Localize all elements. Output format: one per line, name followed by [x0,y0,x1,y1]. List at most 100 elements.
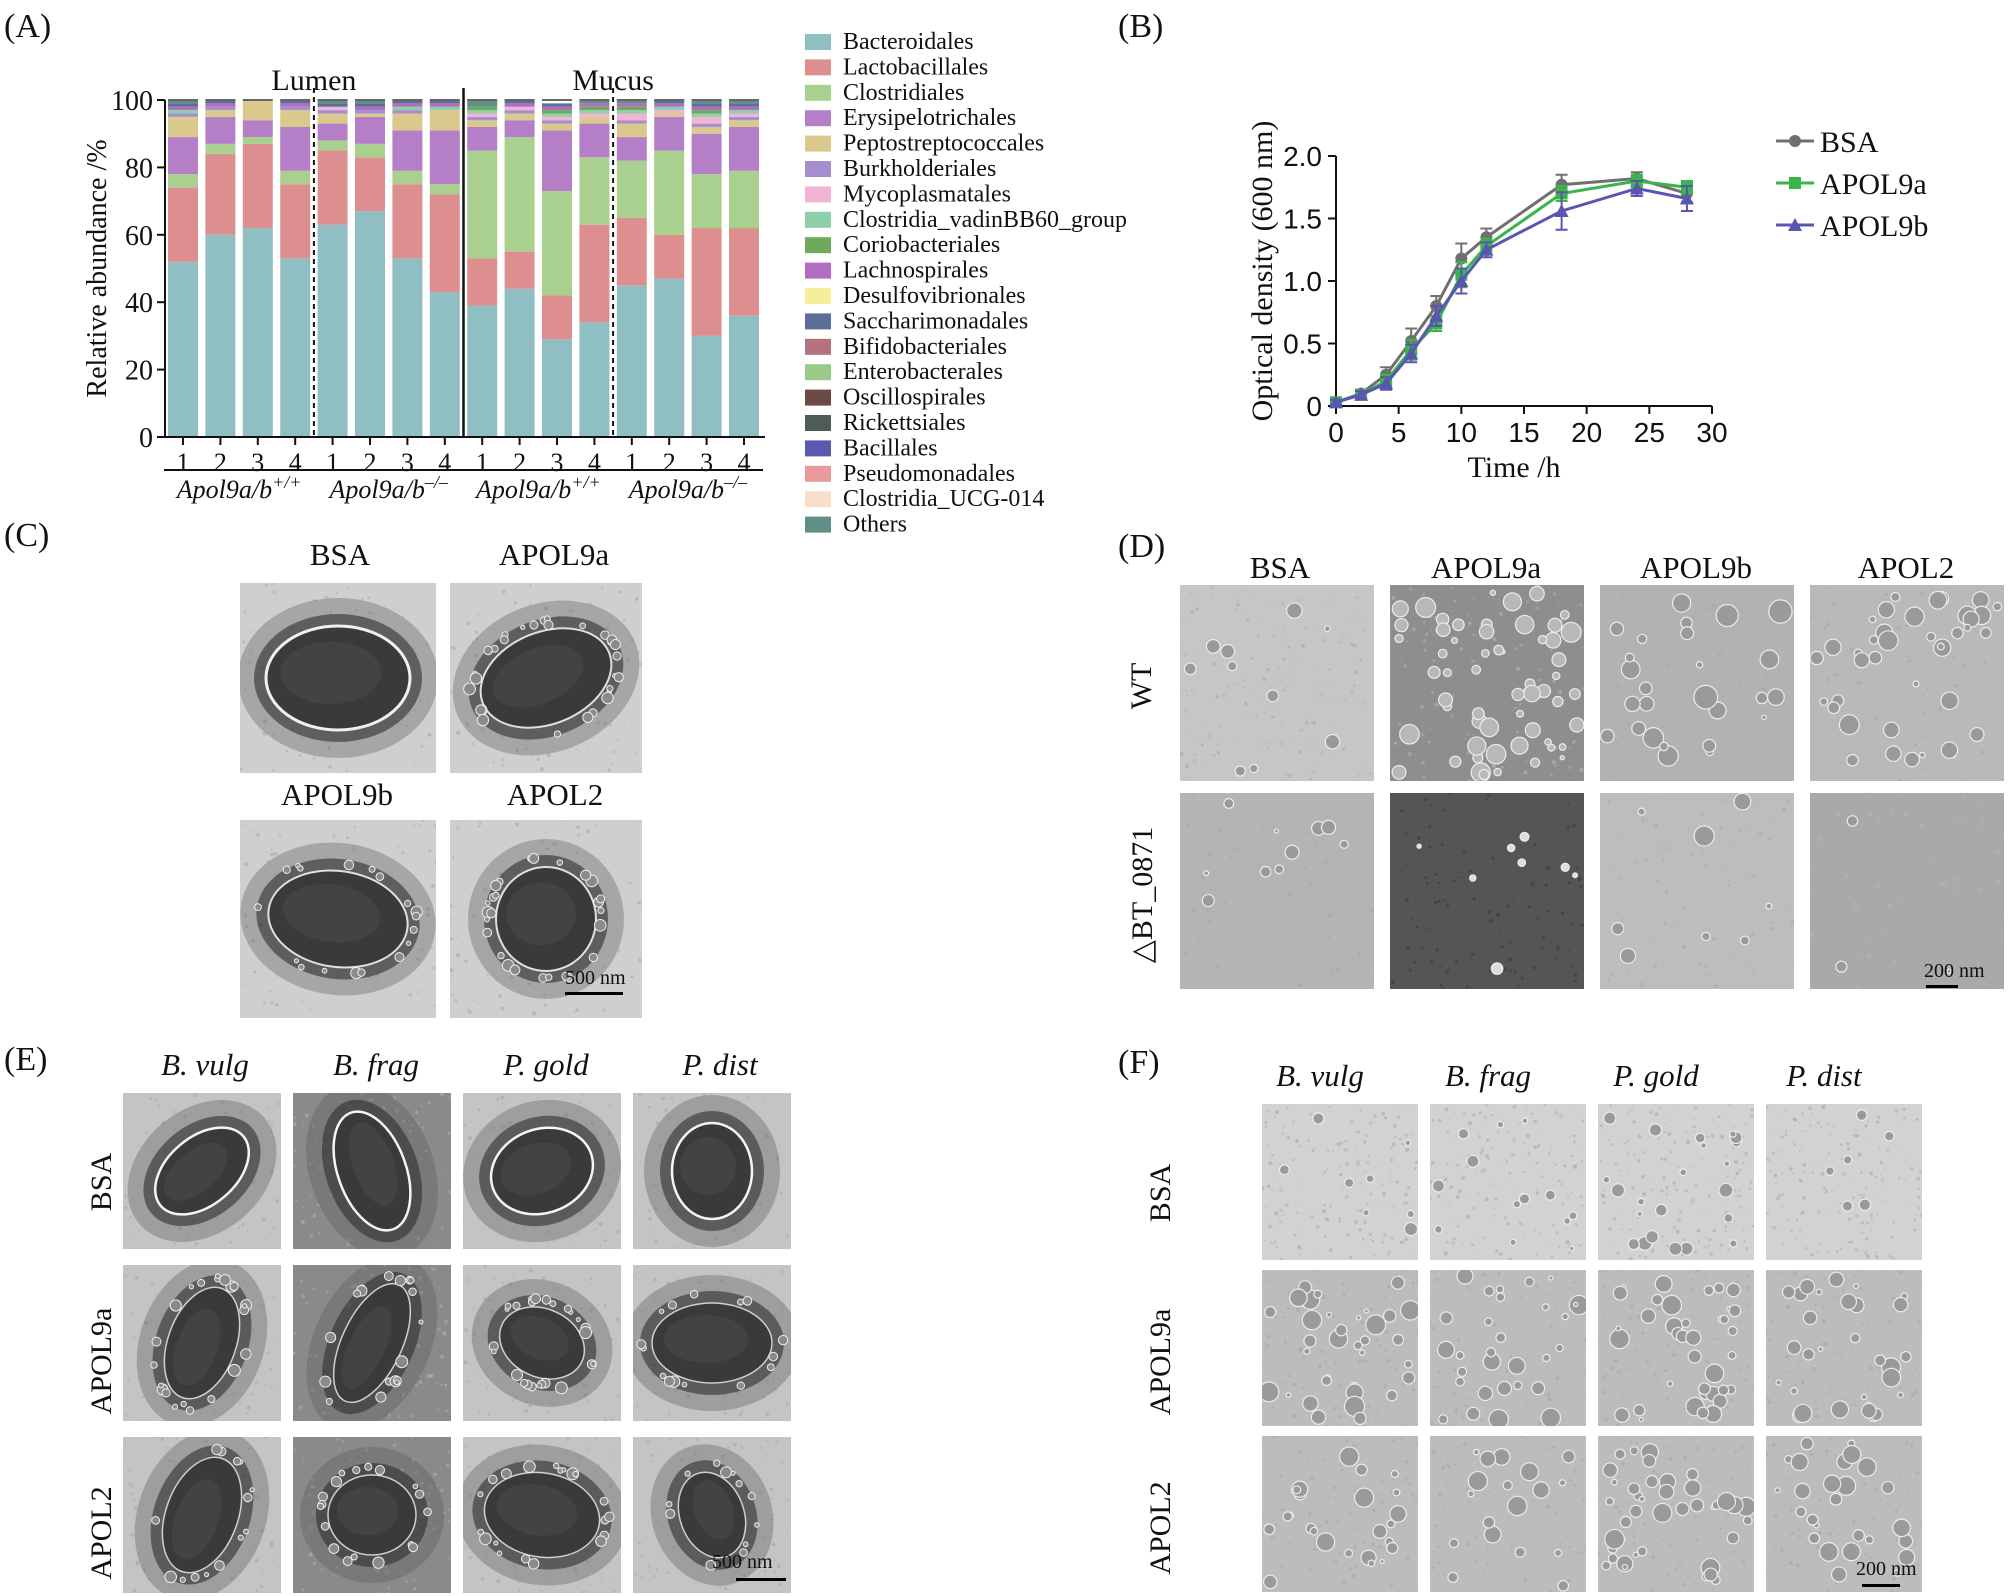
grain [1959,778,1962,781]
grain [1392,942,1395,945]
vesicle [1824,638,1842,657]
grain [450,918,452,921]
grain [1899,794,1903,797]
grain [1735,1171,1740,1176]
grain [1240,968,1243,971]
grain [1539,806,1541,808]
grain [450,937,453,941]
grain [665,1387,669,1391]
grain [1450,674,1453,678]
data-point [1479,242,1494,256]
grain [407,979,410,981]
grain [439,1354,445,1359]
grain [1271,917,1276,921]
grain [1287,1289,1292,1293]
grain [1556,959,1559,961]
grain [779,1310,782,1313]
grain [1816,684,1821,689]
grain [1682,905,1686,909]
panel-d: (D) BSA APOL9a APOL9b APOL2 WT △BT_0871 … [1110,520,2010,1000]
grain [547,1230,551,1234]
grain [1793,1143,1797,1146]
grain [1664,889,1669,894]
grain [1535,1162,1538,1165]
grain [539,1589,543,1593]
grain [1296,872,1299,875]
grain [1272,958,1276,961]
grain [1480,1148,1485,1153]
grain [1438,955,1443,959]
grain [1182,652,1187,658]
vesicle [596,894,606,904]
grain [272,590,277,595]
vesicle [375,1391,387,1403]
grain [1270,1418,1273,1421]
bar-segment [504,137,535,252]
vesicle [1274,864,1285,875]
grain [1876,707,1879,709]
grain [1719,826,1723,830]
vesicle [1642,727,1665,749]
grain [1883,1168,1886,1170]
grain [732,1442,737,1447]
grain [1729,829,1732,832]
grain [398,1415,402,1418]
bar-segment [205,103,236,107]
grain [1452,693,1455,696]
grain [409,1129,412,1133]
grain [1389,1169,1392,1172]
grain [525,1568,527,1570]
grain [1880,1173,1882,1176]
grain [1869,1213,1874,1218]
grain [254,749,256,752]
grain [1752,639,1755,642]
grain [1346,1285,1351,1290]
grain [426,906,431,912]
grain [633,1350,637,1353]
grain [568,609,570,611]
grain [391,871,393,873]
grain [1628,642,1632,647]
vesicle [350,1553,358,1561]
grain [411,1123,414,1127]
grain [1858,1194,1861,1197]
grain [1197,940,1201,944]
grain [1630,820,1632,822]
grain [1731,842,1736,847]
grain [579,1456,583,1460]
grain [1978,888,1983,893]
grain [1635,750,1639,754]
grain [144,1131,148,1134]
grain [1840,1247,1843,1250]
vesicle [405,940,412,946]
vesicle [1266,689,1280,703]
grain [1536,820,1539,823]
bar-segment [504,120,535,138]
grain [465,722,470,726]
grain [1952,652,1957,657]
grain [1657,1137,1660,1140]
data-point [1789,135,1801,147]
grain [1791,962,1794,965]
grain [1453,1136,1455,1138]
panel-e-col-pgold: P. gold [503,1047,589,1082]
vesicle [561,971,571,981]
grain [311,1124,315,1129]
grain [572,760,575,763]
grain [1508,1257,1513,1260]
grain [364,1448,369,1453]
vesicle [1702,738,1717,753]
grain [293,1332,296,1335]
grain [1572,1109,1574,1112]
grain [481,727,485,732]
grain [1709,1176,1711,1178]
grain [630,638,635,643]
grain [1533,907,1536,910]
grain [1362,628,1366,632]
vesicle [1620,659,1641,680]
vesicle [735,1480,743,1488]
grain [1559,1113,1564,1118]
grain [1368,1154,1371,1157]
grain [1247,693,1250,695]
